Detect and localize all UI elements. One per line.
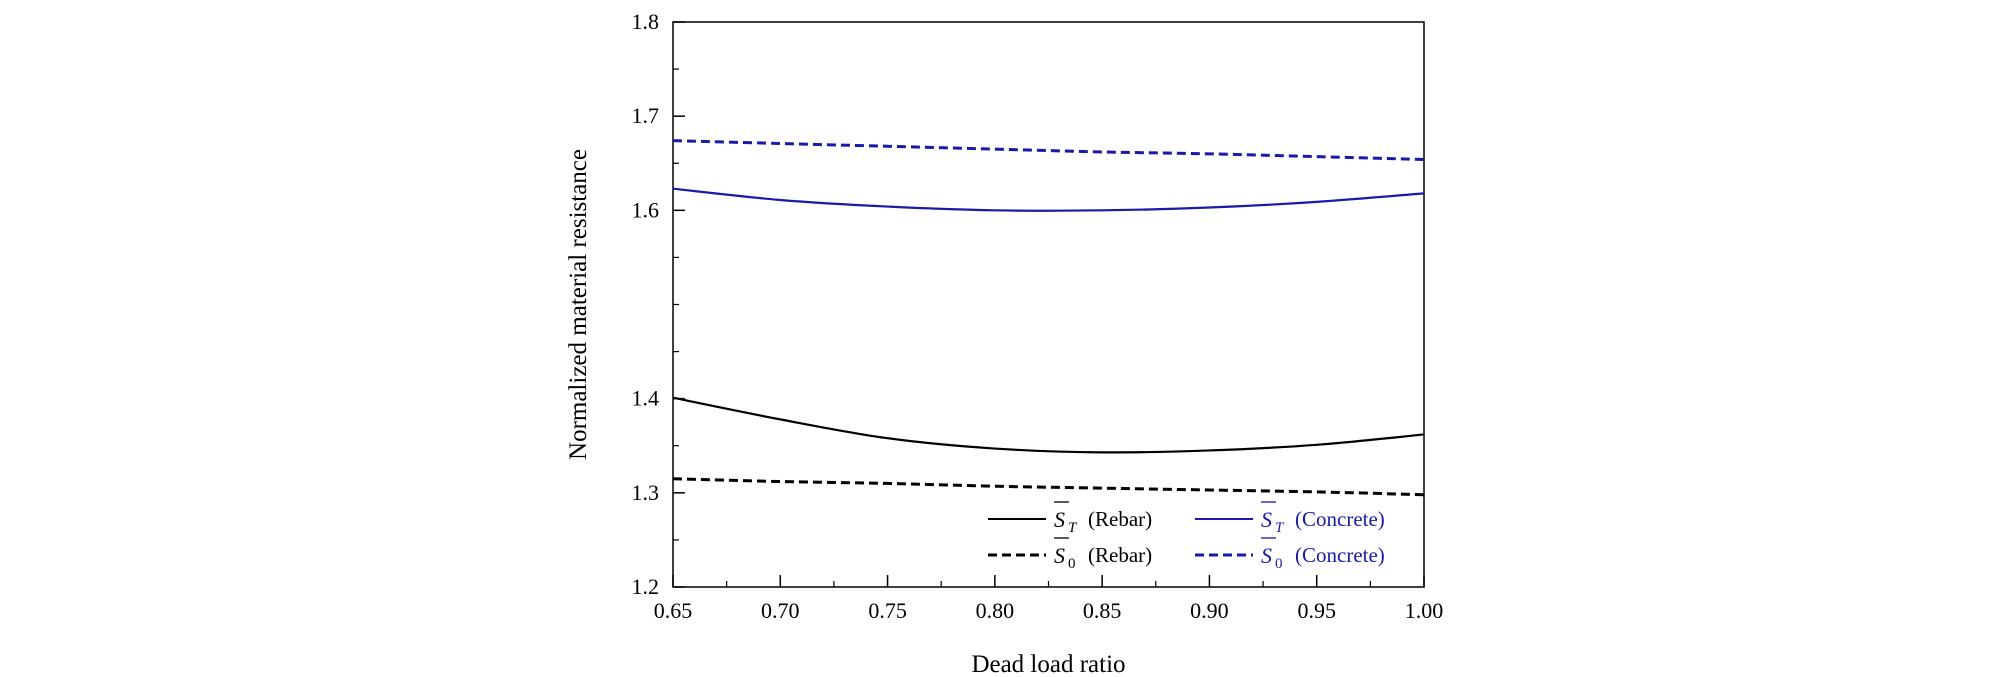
legend-subscript: 0 (1275, 556, 1283, 572)
y-axis-title: Normalized material resistance (565, 149, 592, 460)
series-st-concrete-line (672, 187, 1425, 212)
legend-subscript: T (1275, 520, 1285, 536)
x-axis: 0.65 0.70 0.75 0.80 0.85 0.90 0.95 1.00 (654, 575, 1444, 623)
series-layer (672, 139, 1425, 497)
y-tick-label: 1.6 (632, 197, 660, 222)
y-tick-label: 1.2 (632, 574, 660, 599)
x-tick-label: 0.85 (1083, 598, 1122, 623)
legend: S T (Rebar)S 0 (Rebar)S T (Concrete)S 0 (Concret… (988, 501, 1385, 572)
legend-symbol: S (1054, 543, 1065, 568)
plot-frame (672, 21, 1425, 588)
x-tick-label: 0.75 (868, 598, 907, 623)
legend-s0-rebar: S 0 (Rebar) (988, 537, 1152, 572)
series-st-rebar-line (672, 396, 1425, 454)
x-tick-label: 0.80 (976, 598, 1015, 623)
y-tick-label: 1.4 (632, 386, 660, 411)
legend-label: (Rebar) (1088, 543, 1152, 567)
x-tick-label: 0.70 (761, 598, 800, 623)
legend-subscript: 0 (1068, 556, 1076, 572)
y-tick-label: 1.7 (632, 103, 660, 128)
series-s0-rebar-line (672, 477, 1425, 497)
legend-st-concrete: S T (Concrete) (1195, 501, 1385, 536)
x-tick-label: 0.95 (1297, 598, 1336, 623)
legend-label: (Concrete) (1295, 543, 1385, 567)
legend-subscript: T (1068, 520, 1078, 536)
x-tick-label: 1.00 (1405, 598, 1444, 623)
x-axis-title: Dead load ratio (971, 651, 1125, 677)
legend-symbol: S (1261, 543, 1272, 568)
legend-symbol: S (1054, 507, 1065, 532)
x-tick-label: 0.90 (1190, 598, 1229, 623)
legend-s0-concrete: S 0 (Concrete) (1195, 537, 1385, 572)
y-tick-label: 1.8 (632, 9, 660, 34)
legend-label: (Rebar) (1088, 507, 1152, 531)
y-axis: 1.2 1.3 1.4 1.6 1.7 1.8 (632, 9, 685, 599)
legend-label: (Concrete) (1295, 507, 1385, 531)
legend-symbol: S (1261, 507, 1272, 532)
x-tick-label: 0.65 (654, 598, 693, 623)
legend-st-rebar: S T (Rebar) (988, 501, 1152, 536)
y-tick-label: 1.3 (632, 480, 660, 505)
series-s0-concrete-line (672, 139, 1425, 161)
